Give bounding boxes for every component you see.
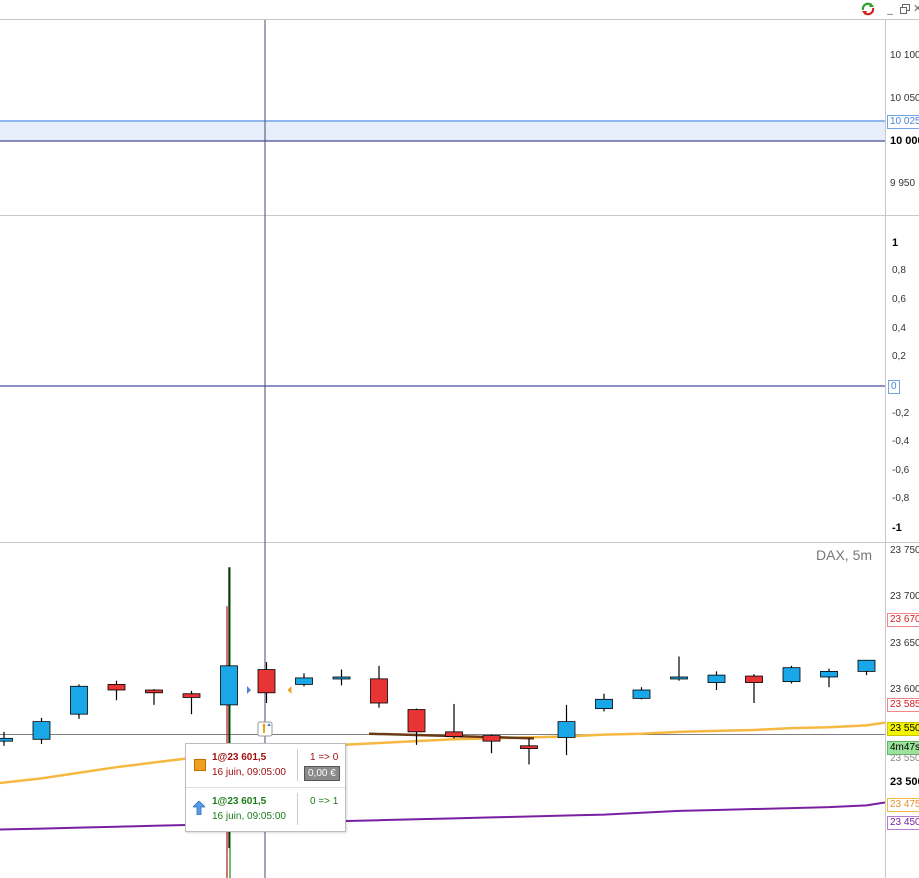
order-marker-blue — [247, 686, 251, 694]
candle-down — [182, 693, 201, 698]
pnl-badge: 0,00 € — [304, 766, 340, 781]
close-price-tag: 23 585 — [887, 698, 919, 712]
minimize-button[interactable]: _ — [887, 2, 893, 15]
tooltip-divider — [297, 749, 298, 781]
order-time: 16 juin, 09:05:00 — [212, 811, 286, 822]
ma-orange-line — [0, 721, 885, 785]
position-change: 1 => 0 — [310, 752, 339, 763]
candle-up — [857, 659, 876, 672]
candle-down — [107, 684, 126, 691]
order-marker-orange — [287, 686, 292, 694]
candle-up — [332, 676, 351, 680]
indicator-panel-1[interactable] — [0, 20, 885, 215]
close-button[interactable]: ✕ — [913, 2, 919, 15]
p2-tick: 0,6 — [892, 294, 906, 305]
p1-tick: 10 100 — [890, 50, 919, 61]
candle-down — [520, 745, 538, 749]
p2-tick: 0,4 — [892, 323, 906, 334]
candle-up — [782, 667, 801, 683]
panel-separator[interactable] — [0, 215, 919, 216]
order-tooltip: 1@23 601,5 16 juin, 09:05:00 1 => 0 0,00… — [185, 743, 346, 832]
price-tag-red: 23 670 — [887, 613, 919, 627]
candle-up — [707, 674, 726, 683]
candle-timer-tag: 4m47s — [887, 741, 919, 755]
indicator-panel-2-axis[interactable] — [885, 216, 919, 542]
ma-orange-tag: 23 475 — [887, 798, 919, 812]
candle-up — [557, 721, 576, 738]
candle-down — [370, 678, 388, 704]
p1-tick: 10 000 — [890, 135, 919, 147]
candle-up — [0, 737, 13, 742]
instrument-label: DAX, 5m — [816, 547, 873, 563]
candle-up — [595, 698, 613, 709]
candle-up — [220, 665, 238, 706]
ma-purple-tag: 23 450 — [887, 816, 919, 830]
sell-order-icon — [194, 759, 206, 771]
p2-tick: -0,4 — [892, 436, 910, 447]
chart-canvas[interactable] — [0, 0, 885, 878]
order-time: 16 juin, 09:05:00 — [212, 767, 286, 778]
p1-band-tag: 10 025 — [887, 115, 919, 129]
price-tick: 23 700 — [890, 591, 919, 602]
price-tick: 23 500 — [890, 776, 919, 788]
candle-up — [632, 689, 651, 699]
order-up-arrow — [267, 723, 271, 726]
candle-down — [407, 709, 426, 733]
candle-down — [745, 675, 763, 683]
p2-tick: -0,6 — [892, 465, 910, 476]
candle-up — [32, 721, 51, 740]
price-chart-panel[interactable] — [0, 543, 885, 878]
price-tick-hidden: 23 550 — [890, 753, 919, 764]
order-price: 1@23 601,5 — [212, 752, 267, 763]
ma-purple-line — [0, 801, 885, 831]
order-entry-sell[interactable]: 1@23 601,5 16 juin, 09:05:00 1 => 0 0,00… — [186, 744, 345, 788]
candle-down — [257, 669, 276, 694]
panel-separator[interactable] — [0, 542, 919, 543]
refresh-icon[interactable] — [858, 1, 878, 17]
order-entry-buy[interactable]: 1@23 601,5 16 juin, 09:05:00 0 => 1 — [186, 788, 345, 831]
p1-tick: 10 050 — [890, 93, 919, 104]
candle-up — [295, 677, 313, 685]
candle-down — [145, 689, 163, 694]
order-price: 1@23 601,5 — [212, 796, 267, 807]
tooltip-divider — [297, 793, 298, 825]
candle-up — [70, 685, 88, 715]
position-change: 0 => 1 — [310, 796, 339, 807]
candle-down — [445, 731, 463, 737]
p2-tick: -0,2 — [892, 408, 910, 419]
buy-arrow-icon — [193, 801, 205, 815]
candle-up — [670, 676, 688, 680]
p2-tick: -0,8 — [892, 493, 910, 504]
restore-button[interactable] — [899, 1, 911, 17]
order-down-arrow — [262, 723, 266, 733]
price-tick: 23 600 — [890, 684, 919, 695]
indicator-panel-2[interactable] — [0, 216, 885, 542]
p2-tick: 1 — [892, 237, 899, 249]
p2-tick: -1 — [892, 522, 902, 534]
p2-tick: 0,8 — [892, 265, 906, 276]
p1-tick: 9 950 — [890, 178, 916, 189]
p2-zero-tag: 0 — [888, 380, 900, 394]
chart-toolbar: _ ✕ — [0, 0, 919, 20]
candle-up — [820, 671, 838, 678]
price-tick: 23 650 — [890, 638, 919, 649]
candle-down — [482, 735, 501, 742]
last-price-tag: 23 550 — [887, 722, 919, 736]
p1-band — [0, 121, 885, 141]
price-tick: 23 750 — [890, 545, 919, 556]
p2-tick: 0,2 — [892, 351, 906, 362]
